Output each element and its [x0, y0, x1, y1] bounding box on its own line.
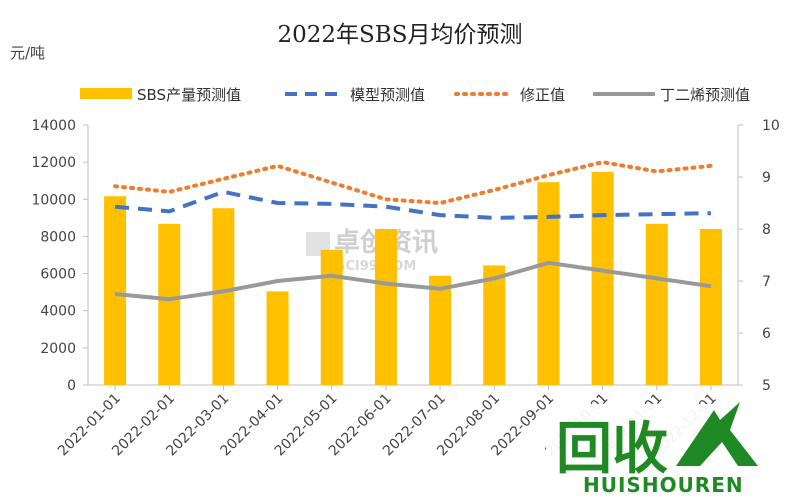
y-tick-label: 14000: [31, 118, 76, 134]
legend-solid-label: 丁二烯预测值: [660, 86, 750, 104]
bar: [429, 275, 452, 385]
bar: [158, 223, 181, 385]
brand-sub-text: HUISHOUREN: [583, 473, 744, 497]
brand-main-text: 回收: [556, 417, 668, 482]
y-tick-label: 12000: [31, 155, 76, 171]
line-series-model: [114, 189, 711, 220]
brand-logo: 回收 HUISHOUREN: [546, 402, 796, 498]
y-tick-label: 2000: [40, 341, 76, 357]
y2-tick-label: 8: [762, 222, 771, 238]
bar: [374, 229, 397, 385]
y2-tick-label: 7: [762, 274, 771, 290]
y2-tick-label: 9: [762, 170, 771, 186]
legend: SBS产量预测值 模型预测值 修正值 丁二烯预测值: [80, 86, 750, 104]
chart-title: 2022年SBS月均价预测: [278, 22, 523, 48]
y-tick-label: 4000: [40, 304, 76, 320]
bar: [645, 223, 668, 385]
bar: [483, 265, 506, 385]
line-series-corrected: [113, 160, 713, 206]
brand-person-icon: [676, 402, 758, 466]
bar: [591, 171, 614, 385]
bar: [320, 249, 343, 385]
y2-tick-label: 6: [762, 326, 771, 342]
y-tick-label: 8000: [40, 229, 76, 245]
legend-dotted-label: 修正值: [520, 86, 565, 104]
line-series-butadiene: [114, 260, 712, 302]
brand-backdrop: [546, 404, 796, 498]
legend-dashed-label: 模型预测值: [350, 86, 425, 104]
bar: [104, 196, 127, 385]
bar: [699, 229, 722, 385]
y-tick-label: 10000: [31, 192, 76, 208]
bar: [212, 208, 235, 385]
y-tick-label: 6000: [40, 267, 76, 283]
y-tick-label: 0: [67, 378, 76, 394]
y-axis-unit: 元/吨: [10, 44, 45, 62]
legend-bar-swatch: [80, 88, 132, 99]
y2-tick-label: 10: [762, 118, 780, 134]
legend-bar-label: SBS产量预测值: [137, 86, 241, 104]
bar: [266, 291, 289, 385]
y2-tick-label: 5: [762, 378, 771, 394]
bar: [537, 182, 560, 385]
